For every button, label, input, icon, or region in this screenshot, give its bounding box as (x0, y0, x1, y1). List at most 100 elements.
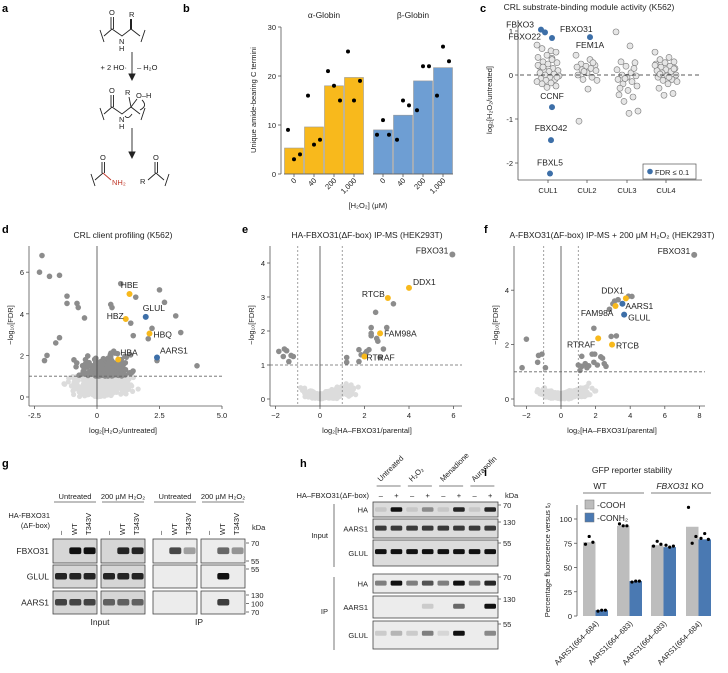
protein-band (453, 630, 465, 636)
significant-point (161, 299, 168, 306)
row-label: GLUL (348, 549, 368, 558)
data-point (543, 84, 551, 91)
kda-marker: 70 (503, 501, 511, 510)
protein-band (217, 599, 230, 606)
lane-sign: – (441, 491, 446, 500)
x-tick-label: CUL2 (577, 186, 596, 195)
significant-point (123, 354, 130, 360)
atom-R: R (140, 177, 146, 186)
labeled-point (622, 295, 629, 302)
protein-band (484, 630, 496, 636)
data-point (656, 56, 664, 63)
data-point (699, 536, 703, 541)
atom-O: O (153, 153, 159, 162)
protein-band (69, 599, 82, 606)
labeled-point (619, 300, 626, 307)
data-point (626, 42, 634, 50)
point-label: HBE (121, 280, 139, 290)
nonsignificant-point (135, 386, 141, 392)
data-point (630, 65, 638, 72)
x-tick-label: 0 (559, 411, 563, 420)
significant-point (64, 293, 70, 299)
data-point (427, 64, 431, 69)
data-point (659, 542, 663, 546)
data-point (670, 65, 678, 73)
y-tick-label: 0 (261, 395, 265, 404)
data-point (415, 108, 419, 113)
data-point (544, 60, 552, 68)
nonsignificant-point (355, 384, 361, 390)
significant-point (122, 372, 128, 378)
protein-band (484, 603, 496, 609)
data-point (547, 79, 555, 87)
condition-label: 200 µM H₂O₂ (101, 492, 145, 501)
y-tick-label: 0 (505, 395, 509, 404)
protein-band (83, 573, 96, 580)
section-label-input: Input (311, 531, 329, 540)
data-point (612, 28, 620, 36)
data-point (447, 59, 451, 64)
significant-point (145, 335, 152, 342)
data-point (375, 132, 379, 137)
significant-point (86, 371, 92, 377)
significant-point (81, 315, 88, 321)
data-point (664, 543, 668, 547)
nonsignificant-point (580, 385, 586, 391)
point-label: RTCB (616, 341, 639, 351)
point-label: GLUL (143, 303, 165, 313)
x-tick-label: 8 (697, 411, 701, 420)
blot-panel (372, 573, 499, 594)
point-label: HBQ (154, 330, 173, 340)
reagent-water: – H₂O (137, 63, 158, 72)
row-label: FBXO31 (16, 546, 49, 556)
nonsignificant-point (344, 392, 350, 398)
protein-band (484, 507, 496, 512)
data-point (633, 82, 641, 90)
labeled-point (122, 316, 129, 322)
point-label: FAM98A (384, 328, 417, 338)
atom-O: O (109, 8, 115, 17)
significant-point (380, 346, 387, 352)
significant-point (118, 363, 125, 369)
significant-point (372, 309, 379, 316)
data-point (617, 522, 622, 526)
panel-label-e: e (242, 224, 248, 236)
protein-band (468, 507, 481, 512)
protein-band (484, 525, 496, 531)
significant-point (127, 352, 134, 358)
protein-band (484, 580, 496, 586)
data-point (673, 78, 681, 85)
significant-point (283, 347, 290, 354)
kda-marker: 130 (503, 518, 516, 527)
significant-point (615, 296, 621, 303)
nonsignificant-point (302, 391, 308, 398)
data-point (668, 545, 672, 549)
significant-point (356, 346, 362, 353)
y-tick-label: 25 (564, 588, 572, 597)
protein-band (421, 549, 434, 555)
data-point (686, 505, 691, 509)
x-tick-label: 40 (306, 176, 318, 188)
protein-band (468, 549, 481, 555)
y-tick-label: 50 (564, 564, 572, 573)
data-point (656, 70, 664, 78)
protein-band (390, 549, 403, 555)
protein-band (390, 525, 403, 531)
protein-band (421, 507, 434, 512)
protein-band (83, 547, 96, 555)
protein-band (375, 580, 387, 586)
point-label: GLUL (628, 313, 650, 323)
y-axis-label: Percentage fluorescence versus t₀ (543, 503, 552, 617)
significant-point (377, 354, 383, 361)
x-tick-label: 6 (451, 411, 455, 420)
panel-label-f: f (484, 224, 488, 236)
peptide-backbone-2 (99, 106, 146, 121)
data-point (306, 93, 310, 98)
nonsignificant-point (96, 387, 102, 394)
x-tick-label: 2 (362, 411, 366, 420)
atom-R: R (129, 10, 135, 19)
highlighted-point (548, 137, 554, 144)
lane-label: WT (218, 523, 227, 535)
lane-sign: – (410, 491, 415, 500)
lane-sign: + (394, 491, 399, 500)
